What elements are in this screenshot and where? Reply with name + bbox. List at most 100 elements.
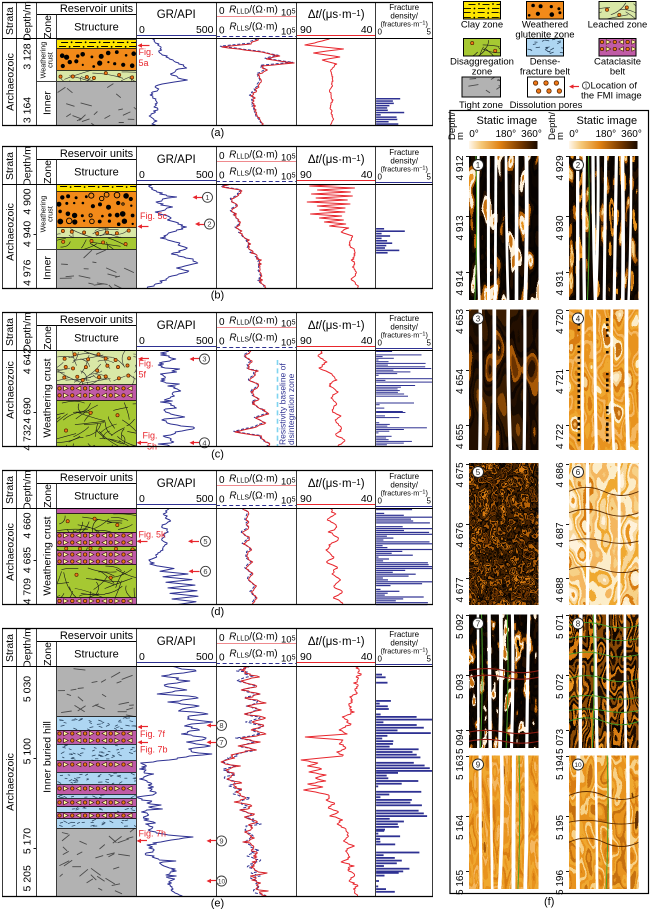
svg-text:90: 90 [300, 335, 312, 347]
svg-text:0°: 0° [469, 129, 479, 140]
svg-text:(fractures·m−1): (fractures·m−1) [380, 331, 427, 340]
svg-text:Depth/m: Depth/m [22, 470, 34, 510]
svg-text:density/: density/ [390, 157, 418, 166]
svg-text:3 164: 3 164 [22, 97, 34, 123]
svg-text:Fracture: Fracture [389, 314, 419, 323]
svg-text:5 163: 5 163 [455, 755, 466, 780]
svg-text:4 721: 4 721 [555, 369, 566, 394]
svg-text:500: 500 [196, 493, 214, 505]
svg-text:40: 40 [361, 335, 373, 347]
svg-text:8: 8 [576, 619, 581, 628]
svg-text:0: 0 [219, 475, 225, 486]
svg-text:Structure: Structure [74, 649, 119, 661]
svg-text:Δt/(μs·m−1): Δt/(μs·m−1) [308, 320, 365, 332]
svg-text:7: 7 [476, 619, 481, 628]
svg-text:90: 90 [300, 651, 312, 663]
svg-text:belt: belt [610, 67, 626, 78]
svg-text:5 165: 5 165 [455, 870, 466, 895]
svg-text:(b): (b) [211, 290, 224, 302]
svg-text:Fig.: Fig. [143, 431, 158, 441]
svg-text:Fig. 7h: Fig. 7h [139, 829, 167, 839]
svg-text:RLLS/(Ω·m): RLLS/(Ω·m) [229, 649, 277, 660]
svg-text:(f): (f) [544, 896, 554, 908]
svg-text:4 930: 4 930 [555, 215, 566, 240]
svg-text:500: 500 [196, 335, 214, 347]
svg-text:500: 500 [196, 169, 214, 181]
svg-text:0: 0 [219, 6, 225, 17]
svg-text:4 732: 4 732 [22, 424, 34, 450]
svg-text:1: 1 [476, 161, 481, 170]
svg-text:Zone: Zone [42, 160, 54, 184]
svg-text:4 929: 4 929 [555, 155, 566, 180]
svg-text:Archaeozoic: Archaeozoic [5, 53, 17, 111]
svg-text:(c): (c) [211, 449, 224, 461]
svg-text:5 196: 5 196 [555, 870, 566, 895]
svg-text:Strata: Strata [4, 318, 16, 346]
svg-text:Depth/m: Depth/m [22, 1, 34, 41]
svg-text:4 653: 4 653 [455, 309, 466, 334]
svg-text:Fracture: Fracture [389, 148, 419, 157]
svg-text:Fracture: Fracture [389, 630, 419, 639]
svg-text:density/: density/ [390, 481, 418, 490]
svg-text:105: 105 [281, 27, 296, 38]
svg-text:360°: 360° [521, 129, 542, 140]
svg-text:Tight zone: Tight zone [459, 100, 503, 111]
svg-text:Archaeozoic: Archaeozoic [5, 523, 17, 581]
svg-text:(fractures·m−1): (fractures·m−1) [380, 165, 427, 174]
svg-text:5: 5 [476, 468, 481, 477]
svg-text:RLLS/(Ω·m): RLLS/(Ω·m) [229, 491, 277, 502]
svg-text:3 128: 3 128 [22, 43, 34, 69]
svg-text:4 687: 4 687 [555, 522, 566, 547]
svg-text:105: 105 [281, 635, 296, 646]
svg-text:5f: 5f [139, 370, 147, 380]
svg-text:the FMI image: the FMI image [581, 91, 642, 102]
svg-text:Weathering crust: Weathering crust [42, 358, 54, 437]
svg-text:105: 105 [281, 338, 296, 349]
svg-text:Reservoir units: Reservoir units [60, 472, 134, 484]
svg-text:RLLD/(Ω·m): RLLD/(Ω·m) [229, 316, 278, 327]
svg-text:90: 90 [300, 24, 312, 36]
svg-text:4 676: 4 676 [455, 522, 466, 547]
svg-text:4 688: 4 688 [555, 577, 566, 602]
svg-text:0: 0 [219, 337, 225, 348]
svg-text:0: 0 [139, 169, 145, 181]
svg-text:0: 0 [219, 317, 225, 328]
svg-text:180°: 180° [495, 129, 516, 140]
svg-text:Weathering crust: Weathering crust [42, 516, 54, 595]
svg-text:Weathering: Weathering [38, 42, 47, 79]
svg-text:6: 6 [576, 468, 581, 477]
svg-text:Fracture: Fracture [389, 472, 419, 481]
svg-text:Archaeozoic: Archaeozoic [5, 361, 17, 419]
svg-text:fracture belt: fracture belt [520, 67, 571, 78]
svg-text:(fractures·m−1): (fractures·m−1) [380, 489, 427, 498]
svg-text:Reservoir units: Reservoir units [60, 3, 134, 15]
svg-text:4 690: 4 690 [22, 397, 34, 423]
svg-text:Δt/(μs·m−1): Δt/(μs·m−1) [308, 636, 365, 648]
svg-text:4 654: 4 654 [455, 369, 466, 394]
svg-text:Inner: Inner [42, 256, 54, 280]
svg-text:Disaggregation: Disaggregation [450, 57, 514, 68]
svg-text:0: 0 [139, 335, 145, 347]
svg-text:GR/API: GR/API [157, 9, 196, 21]
svg-text:Archaeozoic: Archaeozoic [5, 203, 17, 261]
svg-text:Inner: Inner [42, 91, 54, 115]
svg-text:Reservoir units: Reservoir units [60, 630, 134, 642]
svg-text:Reservoir units: Reservoir units [60, 314, 134, 326]
svg-text:3: 3 [476, 314, 481, 323]
svg-text:9: 9 [476, 760, 481, 769]
svg-text:180°: 180° [595, 129, 616, 140]
svg-text:0°: 0° [569, 129, 579, 140]
svg-text:crust: crust [45, 52, 54, 68]
svg-text:0: 0 [378, 173, 383, 182]
svg-text:Fig. 7f: Fig. 7f [140, 729, 166, 739]
svg-text:1: 1 [205, 193, 209, 202]
svg-text:90: 90 [300, 493, 312, 505]
svg-text:5 072: 5 072 [555, 674, 566, 699]
svg-text:0: 0 [219, 653, 225, 664]
svg-text:0: 0 [139, 651, 145, 663]
svg-text:RLLD/(Ω·m): RLLD/(Ω·m) [229, 632, 278, 643]
svg-text:disintegration zone: disintegration zone [286, 373, 296, 445]
svg-text:4 655: 4 655 [455, 424, 466, 449]
svg-text:0: 0 [219, 151, 225, 162]
svg-text:RLLS/(Ω·m): RLLS/(Ω·m) [229, 333, 277, 344]
